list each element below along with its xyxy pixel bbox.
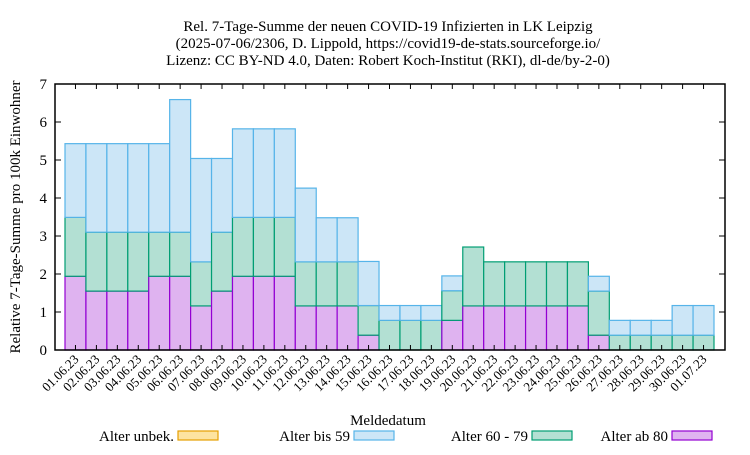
- bar-alter-ab-80: [336, 305, 359, 351]
- bar-alter-60-79: [441, 290, 464, 321]
- bar-alter-bis-59: [106, 143, 129, 233]
- bar-alter-ab-80: [64, 275, 87, 351]
- bar-alter-60-79: [524, 261, 548, 307]
- bar-alter-ab-80: [85, 290, 108, 351]
- bar-alter-bis-59: [231, 128, 255, 218]
- legend-label: Alter 60 - 79: [451, 429, 528, 445]
- bar-alter-60-79: [483, 261, 506, 307]
- bar-alter-ab-80: [524, 305, 548, 351]
- bar-alter-bis-59: [671, 304, 694, 336]
- bar-alter-bis-59: [64, 143, 87, 218]
- bar-alter-bis-59: [587, 275, 610, 292]
- bar-alter-bis-59: [169, 98, 192, 233]
- bar-alter-60-79: [462, 246, 485, 307]
- bar-alter-60-79: [148, 231, 171, 277]
- bar-alter-bis-59: [650, 319, 673, 336]
- bar-alter-bis-59: [420, 304, 443, 321]
- y-tick-label: 5: [40, 153, 48, 169]
- bar-alter-bis-59: [629, 319, 652, 336]
- y-tick-label: 2: [40, 267, 48, 283]
- legend: Alter unbek. Alter bis 59 Alter 60 - 79 Alt…: [99, 429, 713, 445]
- bar-alter-ab-80: [106, 290, 129, 351]
- y-tick-label: 6: [40, 115, 48, 131]
- bar-alter-60-79: [315, 261, 338, 307]
- y-axis-label: Relative 7-Tage-Summe pro 100k Einwohner: [8, 80, 24, 353]
- axes: 01.06.2302.06.2303.06.2304.06.2305.06.23…: [39, 77, 726, 394]
- chart-title-line-2: (2025-07-06/2306, D. Lippold, https://co…: [176, 36, 601, 52]
- bar-alter-60-79: [231, 216, 255, 277]
- bar-alter-bis-59: [127, 143, 150, 233]
- bar-alter-60-79: [106, 231, 129, 292]
- legend-swatch: [531, 430, 573, 441]
- bar-alter-bis-59: [399, 304, 422, 321]
- bar-alter-ab-80: [315, 305, 338, 351]
- bar-alter-bis-59: [608, 319, 631, 336]
- bar-alter-60-79: [127, 231, 150, 292]
- bar-alter-bis-59: [85, 143, 108, 233]
- bar-alter-bis-59: [378, 304, 401, 321]
- bar-alter-bis-59: [273, 128, 296, 218]
- y-tick-label: 1: [40, 305, 48, 321]
- bar-alter-ab-80: [462, 305, 485, 351]
- bar-alter-ab-80: [127, 290, 150, 351]
- y-tick-label: 0: [40, 343, 48, 359]
- bar-alter-60-79: [336, 261, 359, 307]
- plot-frame: [54, 83, 726, 351]
- legend-label: Alter ab 80: [601, 429, 668, 445]
- bar-alter-60-79: [85, 231, 108, 292]
- bar-alter-ab-80: [504, 305, 527, 351]
- x-axis-label: Meldedatum: [350, 413, 426, 429]
- bar-alter-ab-80: [483, 305, 506, 351]
- bar-alter-bis-59: [692, 304, 715, 336]
- bar-alter-ab-80: [148, 275, 171, 351]
- bar-alter-bis-59: [441, 275, 464, 292]
- legend-swatch: [177, 430, 219, 441]
- bar-alter-60-79: [210, 231, 234, 292]
- bar-alter-60-79: [252, 216, 275, 277]
- bar-alter-bis-59: [294, 187, 317, 263]
- bar-alter-60-79: [357, 304, 380, 336]
- bar-alter-60-79: [566, 261, 589, 307]
- legend-label: Alter bis 59: [279, 429, 350, 445]
- bar-alter-ab-80: [273, 275, 296, 351]
- bar-alter-bis-59: [252, 128, 275, 218]
- y-tick-label: 3: [40, 229, 48, 245]
- bar-alter-bis-59: [336, 217, 359, 263]
- bar-alter-ab-80: [231, 275, 255, 351]
- bar-alter-60-79: [587, 290, 610, 336]
- bar-alter-bis-59: [190, 157, 213, 263]
- bar-alter-ab-80: [169, 275, 192, 351]
- bar-alter-bis-59: [357, 260, 380, 307]
- bar-alter-ab-80: [210, 290, 234, 351]
- bar-alter-60-79: [504, 261, 527, 307]
- bar-alter-60-79: [545, 261, 569, 307]
- bars: [64, 98, 715, 351]
- legend-swatch: [671, 430, 713, 441]
- bar-alter-ab-80: [190, 305, 213, 351]
- bar-alter-60-79: [273, 216, 296, 277]
- bar-alter-bis-59: [315, 217, 338, 263]
- bar-alter-ab-80: [566, 305, 589, 351]
- bar-alter-ab-80: [252, 275, 275, 351]
- y-tick-label: 4: [40, 191, 48, 207]
- bar-alter-bis-59: [210, 157, 234, 233]
- y-tick-label: 7: [40, 77, 48, 93]
- bar-alter-ab-80: [294, 305, 317, 351]
- chart-title-line-3: Lizenz: CC BY-ND 4.0, Daten: Robert Koch…: [166, 53, 610, 69]
- legend-label: Alter unbek.: [99, 429, 174, 445]
- legend-swatch: [353, 430, 395, 441]
- bar-alter-bis-59: [148, 143, 171, 233]
- chart-title-line-1: Rel. 7-Tage-Summe der neuen COVID-19 Inf…: [183, 19, 593, 35]
- bar-alter-60-79: [294, 261, 317, 307]
- bar-alter-ab-80: [545, 305, 569, 351]
- bar-alter-60-79: [169, 231, 192, 277]
- bar-alter-60-79: [190, 261, 213, 307]
- bar-alter-60-79: [64, 216, 87, 277]
